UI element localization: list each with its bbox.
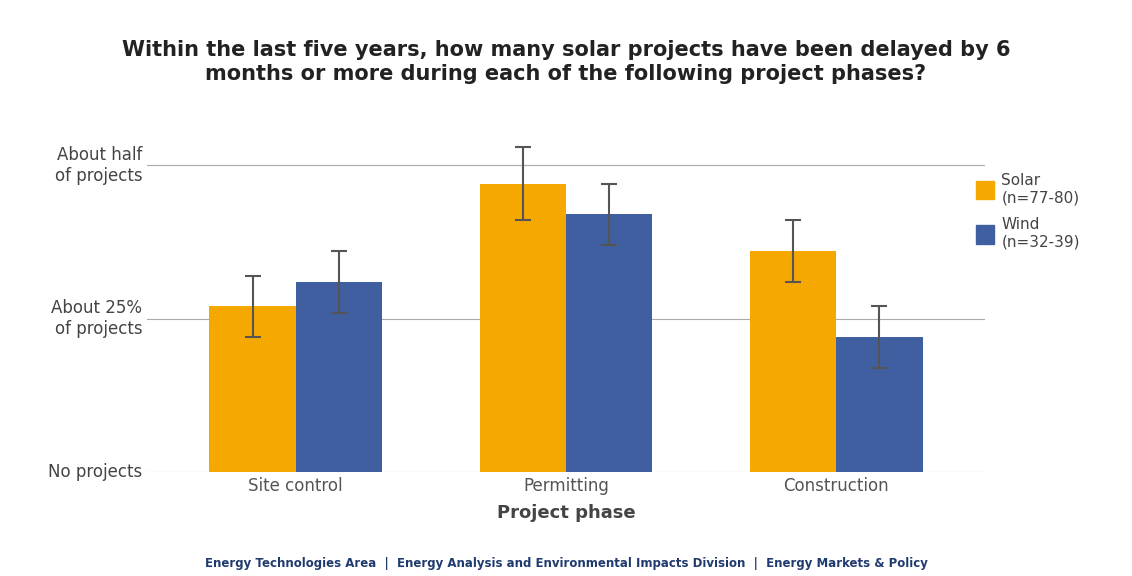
Bar [566, 214, 652, 472]
Text: Energy Technologies Area  |  Energy Analysis and Environmental Impacts Division : Energy Technologies Area | Energy Analys… [205, 557, 927, 570]
Text: Within the last five years, how many solar projects have been delayed by 6
month: Within the last five years, how many sol… [122, 40, 1010, 84]
X-axis label: Project phase: Project phase [497, 503, 635, 521]
Bar [295, 282, 383, 472]
Bar [837, 337, 923, 472]
Bar [749, 251, 837, 472]
Bar [480, 184, 566, 472]
Legend: Solar
(n=77-80), Wind
(n=32-39): Solar (n=77-80), Wind (n=32-39) [969, 166, 1086, 256]
Bar [209, 306, 295, 472]
